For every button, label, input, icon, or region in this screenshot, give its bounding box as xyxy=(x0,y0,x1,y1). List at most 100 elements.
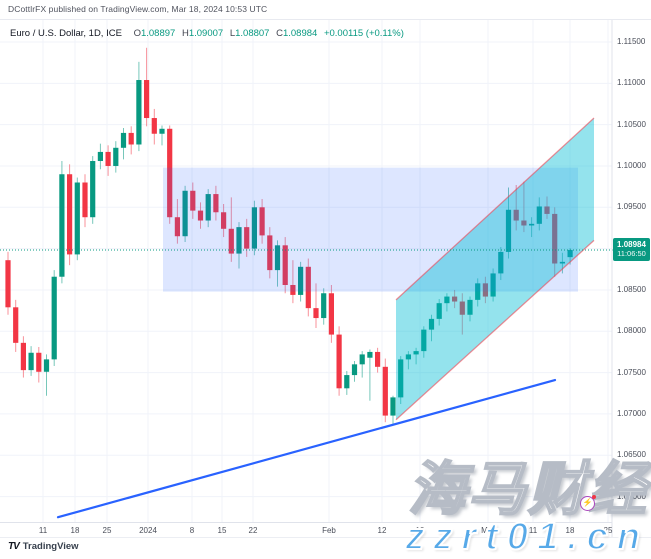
candle-body xyxy=(36,352,42,372)
close-label: C xyxy=(276,28,283,39)
time-axis-label: 11 xyxy=(38,526,48,535)
candle-body xyxy=(43,359,50,372)
candle-body xyxy=(282,245,288,285)
candle-body xyxy=(482,283,488,297)
candle-body xyxy=(475,283,481,300)
candle-body xyxy=(28,352,34,371)
channel-upper-border[interactable] xyxy=(395,117,595,301)
candle-body xyxy=(444,296,450,304)
candle-body xyxy=(436,303,442,319)
candle-body xyxy=(128,132,134,145)
price-axis[interactable]: 1.115001.110001.105001.100001.095001.090… xyxy=(612,20,651,522)
candle-body xyxy=(113,147,119,166)
lightning-icon: ⚡ xyxy=(582,498,593,507)
open-value: 1.08897 xyxy=(140,28,176,39)
candle-body xyxy=(136,80,142,145)
watermark-chinese: 海马财经 xyxy=(407,456,648,523)
candle-body xyxy=(251,207,257,249)
channel-lower-border[interactable] xyxy=(395,239,595,421)
open-label: O xyxy=(133,28,141,39)
tradingview-logo-icon: TV xyxy=(8,541,20,552)
price-axis-label: 1.08500 xyxy=(617,284,646,294)
notification-dot xyxy=(592,495,596,499)
candle-body xyxy=(174,217,180,237)
candle-body xyxy=(190,190,196,211)
flash-event-marker[interactable]: ⚡ xyxy=(580,495,596,511)
price-axis-label: 1.07500 xyxy=(617,367,646,377)
candle-body xyxy=(144,80,150,119)
candle-body xyxy=(221,212,227,229)
time-axis-label: 25 xyxy=(603,526,613,535)
price-axis-label: 1.10500 xyxy=(617,119,646,129)
candle-body xyxy=(182,190,188,237)
candle-body xyxy=(490,273,496,297)
candle-body xyxy=(13,307,19,343)
candle-body xyxy=(428,318,435,330)
candle-body xyxy=(459,301,465,315)
candle-body xyxy=(259,207,265,236)
price-axis-label: 1.06500 xyxy=(617,450,646,460)
tradingview-logo-text: TradingView xyxy=(22,541,79,552)
candle-body xyxy=(467,299,473,315)
price-axis-label: 1.08000 xyxy=(617,326,646,336)
time-axis[interactable]: 11 18 25 2024 8 15 22 Feb 12 19 Mar 11 18 25 xyxy=(0,522,612,537)
candle-body xyxy=(452,296,458,302)
candle-body xyxy=(567,249,573,258)
close-value: 1.08984 xyxy=(282,28,318,39)
time-axis-label: 22 xyxy=(248,526,258,535)
candle-body xyxy=(228,228,234,254)
candle-body xyxy=(151,118,157,134)
time-axis-label: 2024 xyxy=(139,526,157,535)
rectangle-drawing[interactable] xyxy=(163,167,578,292)
last-price-badge: 1.08984 11:06:50 xyxy=(613,237,650,261)
candle-body xyxy=(167,128,173,218)
candle-body xyxy=(529,223,535,226)
candle-body xyxy=(267,235,273,271)
high-value: 1.09007 xyxy=(188,28,224,39)
candle-body xyxy=(390,397,396,416)
change-value: +0.00115 (+0.11%) xyxy=(323,28,404,39)
price-axis-label: 1.11500 xyxy=(617,37,646,46)
candle-body xyxy=(305,266,311,309)
high-label: H xyxy=(181,28,189,39)
candle-body xyxy=(544,206,550,214)
candle-body xyxy=(105,151,111,166)
symbol-legend: Euro / U.S. Dollar, 1D, ICE O1.08897 H1.… xyxy=(10,28,404,39)
candle-body xyxy=(97,151,103,162)
watermark-url: zzrt01.cn xyxy=(404,515,649,559)
candle-body xyxy=(120,132,127,148)
time-axis-label: 18 xyxy=(565,526,575,535)
candle-body xyxy=(344,375,350,389)
header-divider xyxy=(0,19,651,20)
candle-body xyxy=(5,260,11,308)
candle-body xyxy=(274,245,281,271)
channel-drawing[interactable] xyxy=(396,118,594,420)
candle-body xyxy=(559,261,565,264)
candle-body xyxy=(405,354,411,360)
candle-body xyxy=(159,128,165,134)
candle-body xyxy=(236,227,242,254)
candle-body xyxy=(313,308,319,319)
candle-body xyxy=(328,293,334,335)
low-value: 1.08807 xyxy=(235,28,270,39)
candle-body xyxy=(536,206,542,224)
trendline-drawing[interactable] xyxy=(56,378,557,519)
time-axis-label: 12 xyxy=(377,526,387,535)
candle-body xyxy=(552,213,558,264)
tradingview-logo[interactable]: TV TradingView xyxy=(8,541,79,552)
candle-body xyxy=(290,284,296,295)
candle-body xyxy=(51,276,57,360)
candle-body xyxy=(498,251,504,274)
candle-body xyxy=(382,366,388,416)
price-axis-label: 1.10000 xyxy=(617,160,646,170)
time-axis-label: Mar xyxy=(481,526,495,535)
candle-body xyxy=(513,209,519,221)
footer-divider xyxy=(0,537,651,538)
time-axis-label: 11 xyxy=(528,526,538,535)
candle-body xyxy=(67,174,73,255)
candle-body xyxy=(59,174,65,277)
candle-body xyxy=(375,351,381,367)
candle-body xyxy=(336,334,342,389)
